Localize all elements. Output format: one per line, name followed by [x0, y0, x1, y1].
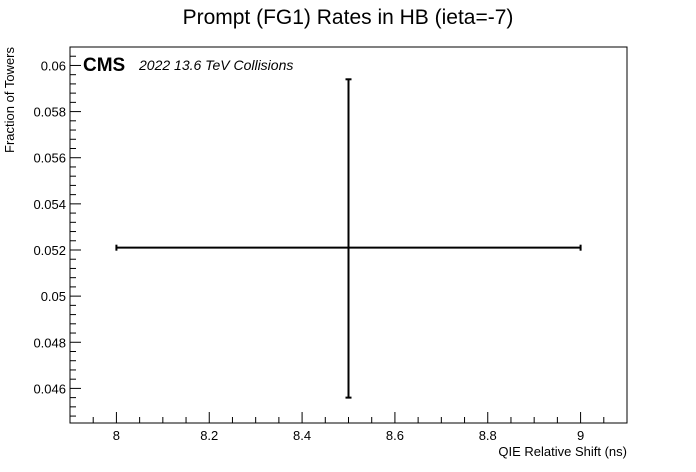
data-marks [115, 78, 582, 399]
x-axis-title: QIE Relative Shift (ns) [498, 444, 627, 459]
x-tick-label: 8.4 [293, 428, 311, 443]
y-tick-label: 0.052 [33, 243, 66, 258]
ticks [69, 46, 628, 423]
y-tick-label: 0.046 [33, 381, 66, 396]
x-tick-label: 8 [113, 428, 120, 443]
y-tick-label: 0.06 [41, 58, 66, 73]
x-tick-label: 8.6 [386, 428, 404, 443]
x-tick-label: 8.8 [479, 428, 497, 443]
y-tick-label: 0.058 [33, 105, 66, 120]
y-tick-label: 0.048 [33, 335, 66, 350]
y-tick-label: 0.054 [33, 197, 66, 212]
collisions-label: 2022 13.6 TeV Collisions [138, 57, 293, 73]
tick-labels: 8 8.2 8.4 8.6 8.8 9 0.046 0.048 0.05 0.052 0.054 0.… [33, 58, 584, 443]
chart-title: Prompt (FG1) Rates in HB (ieta=-7) [183, 6, 514, 29]
y-axis-title: Fraction of Towers [2, 47, 17, 153]
y-tick-label: 0.056 [33, 151, 66, 166]
cms-label: CMS [83, 55, 125, 76]
y-tick-label: 0.05 [41, 289, 66, 304]
x-tick-label: 9 [577, 428, 584, 443]
x-tick-label: 8.2 [200, 428, 218, 443]
